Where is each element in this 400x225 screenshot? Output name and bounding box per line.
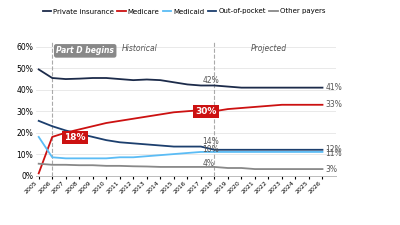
Text: 41%: 41%	[325, 83, 342, 92]
Text: 14%: 14%	[202, 137, 219, 146]
Text: 18%: 18%	[64, 133, 86, 142]
Text: 3%: 3%	[325, 164, 337, 173]
Text: 4%: 4%	[202, 159, 214, 168]
Text: 30%: 30%	[196, 107, 217, 116]
Text: 33%: 33%	[325, 100, 342, 109]
Text: Historical: Historical	[122, 44, 158, 53]
Text: Projected: Projected	[250, 44, 286, 53]
Legend: Private insurance, Medicare, Medicaid, Out-of-pocket, Other payers: Private insurance, Medicare, Medicaid, O…	[40, 6, 328, 17]
Text: 42%: 42%	[202, 76, 219, 85]
Text: 11%: 11%	[325, 148, 342, 157]
Text: 12%: 12%	[325, 145, 342, 154]
Text: 10%: 10%	[202, 144, 219, 153]
Text: Part D begins: Part D begins	[56, 46, 114, 55]
